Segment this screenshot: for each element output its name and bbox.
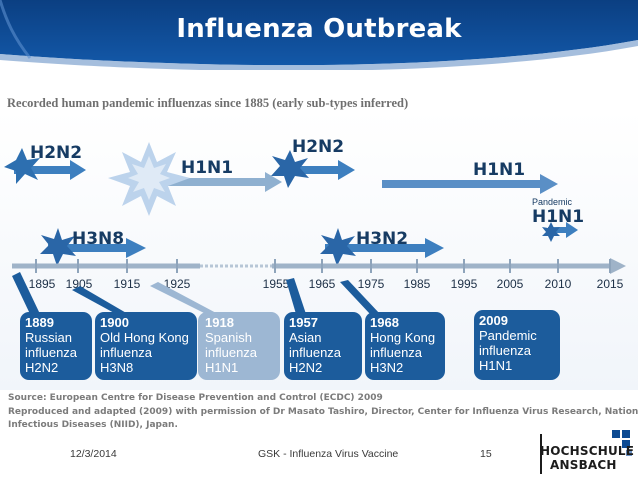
pandemic-strain-2009: H1N1 bbox=[479, 358, 512, 373]
header-band bbox=[0, 0, 638, 70]
tick-label-1925: 1925 bbox=[164, 277, 191, 291]
pandemic-box-1957 bbox=[284, 312, 362, 380]
h3n2-arrow bbox=[320, 228, 444, 266]
pandemic-name1-1900: Old Hong Kong bbox=[100, 330, 189, 345]
pandemic-year-2009: 2009 bbox=[479, 313, 508, 328]
pandemic-name2-1968: influenza bbox=[370, 345, 423, 360]
h1n1-1918-arrow bbox=[108, 142, 282, 216]
pandemic-box-1968 bbox=[365, 312, 445, 380]
pandemic-name2-2009: influenza bbox=[479, 343, 532, 358]
h2n2-1957-label: H2N2 bbox=[292, 137, 344, 157]
pointer-1957 bbox=[286, 278, 306, 314]
slide-title: Influenza Outbreak bbox=[176, 14, 462, 44]
h1n1-pandemic-arrow bbox=[542, 222, 578, 242]
pandemic-strain-1900: H3N8 bbox=[100, 360, 133, 375]
tick-label-1955: 1955 bbox=[263, 277, 290, 291]
pointer-1968 bbox=[340, 280, 380, 314]
pandemic-name2-1918: influenza bbox=[205, 345, 258, 360]
pandemic-strain-1957: H2N2 bbox=[289, 360, 322, 375]
h3n8-label: H3N8 bbox=[72, 229, 124, 249]
timeline-ticks bbox=[35, 259, 611, 273]
hochschule-ansbach-logo: HOCHSCHULE ANSBACH bbox=[540, 430, 636, 476]
tick-label-2005: 2005 bbox=[497, 277, 524, 291]
pandemic-year-1968: 1968 bbox=[370, 315, 399, 330]
h3n2-label: H3N2 bbox=[356, 229, 408, 249]
pandemic-year-1889: 1889 bbox=[25, 315, 54, 330]
h1n1-1977-label: H1N1 bbox=[473, 160, 525, 180]
footer-page-number: 15 bbox=[480, 448, 492, 460]
tick-label-2010: 2010 bbox=[545, 277, 572, 291]
tick-label-1975: 1975 bbox=[358, 277, 385, 291]
pandemic-box-1900 bbox=[95, 312, 197, 380]
tick-label-1995: 1995 bbox=[451, 277, 478, 291]
tick-label-1965: 1965 bbox=[309, 277, 336, 291]
pandemic-name1-2009: Pandemic bbox=[479, 328, 537, 343]
pandemic-strain-1918: H1N1 bbox=[205, 360, 238, 375]
h2n2-early-arrow bbox=[4, 148, 86, 184]
figure-subtitle: Recorded human pandemic influenzas since… bbox=[7, 96, 409, 110]
logo-line-1: HOCHSCHULE bbox=[540, 444, 635, 458]
tick-label-1905: 1905 bbox=[66, 277, 93, 291]
pandemic-year-1957: 1957 bbox=[289, 315, 318, 330]
pandemic-name1-1889: Russian bbox=[25, 330, 72, 345]
h1n1-1918-label: H1N1 bbox=[181, 158, 233, 178]
pandemic-year-1918: 1918 bbox=[205, 315, 234, 330]
pointer-1900 bbox=[72, 286, 128, 314]
h1n1-pandemic-label: H1N1 bbox=[532, 207, 584, 227]
timeline-axis bbox=[12, 258, 626, 274]
pandemic-year-1900: 1900 bbox=[100, 315, 129, 330]
tick-label-2015: 2015 bbox=[597, 277, 624, 291]
source-line-3: Infectious Diseases (NIID), Japan. bbox=[8, 420, 178, 430]
pandemic-timeline-figure: H2N2 H1N1 H2N2 H1N1 H3N8 bbox=[0, 110, 638, 390]
pointer-1889 bbox=[12, 272, 40, 314]
pandemic-name2-1889: influenza bbox=[25, 345, 78, 360]
tick-label-1985: 1985 bbox=[404, 277, 431, 291]
h3n8-arrow bbox=[40, 228, 146, 266]
pandemic-small-label: Pandemic bbox=[532, 197, 573, 207]
tick-label-1915: 1915 bbox=[114, 277, 141, 291]
pandemic-box-2009 bbox=[474, 310, 560, 380]
footer-date: 12/3/2014 bbox=[70, 448, 117, 460]
h2n2-1957-arrow bbox=[271, 150, 355, 188]
h1n1-1977-arrow bbox=[382, 174, 558, 194]
pandemic-strain-1968: H3N2 bbox=[370, 360, 403, 375]
pointer-1918 bbox=[150, 282, 218, 314]
pandemic-name1-1918: Spanish bbox=[205, 330, 252, 345]
pandemic-box-1889 bbox=[20, 312, 92, 380]
pandemic-name1-1957: Asian bbox=[289, 330, 322, 345]
pandemic-name2-1900: influenza bbox=[100, 345, 153, 360]
pandemic-name2-1957: influenza bbox=[289, 345, 342, 360]
logo-mark bbox=[540, 430, 632, 474]
source-line-1: Source: European Centre for Disease Prev… bbox=[8, 393, 383, 403]
pandemic-name1-1968: Hong Kong bbox=[370, 330, 435, 345]
tick-label-1895: 1895 bbox=[29, 277, 56, 291]
h2n2-early-label: H2N2 bbox=[30, 143, 82, 163]
logo-line-2: ANSBACH bbox=[550, 458, 617, 472]
source-line-2: Reproduced and adapted (2009) with permi… bbox=[8, 407, 638, 417]
footer-center: GSK - Influenza Virus Vaccine bbox=[258, 448, 399, 460]
pandemic-strain-1889: H2N2 bbox=[25, 360, 58, 375]
pandemic-box-1918 bbox=[198, 312, 280, 380]
